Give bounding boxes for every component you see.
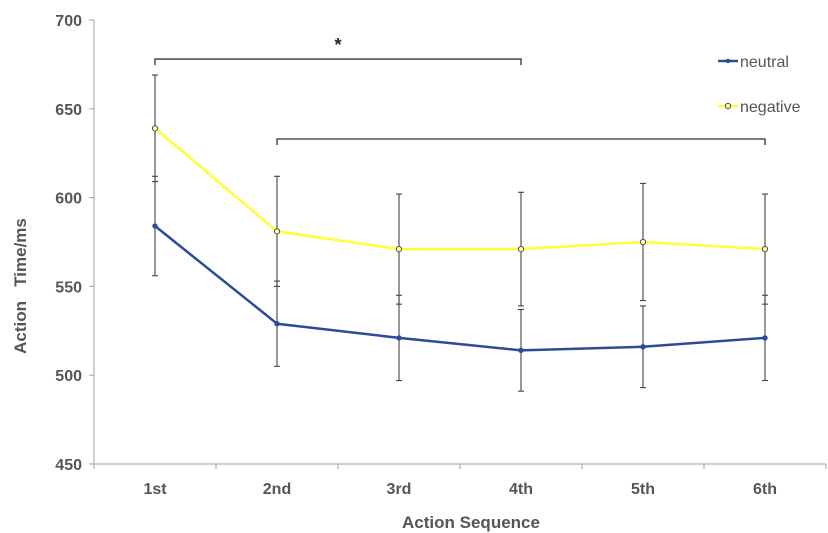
- x-tick-label: 3rd: [387, 481, 412, 498]
- series-negative: [151, 74, 769, 307]
- series-line-negative: [154, 127, 766, 251]
- x-tick-label: 5th: [631, 481, 655, 498]
- significance-bracket: [154, 58, 522, 66]
- data-point-negative: [151, 125, 159, 132]
- series-group: [151, 74, 769, 392]
- data-point-neutral: [762, 335, 768, 341]
- x-tick-label: 2nd: [263, 481, 291, 498]
- legend-label-neutral: neutral: [740, 54, 789, 71]
- data-point-neutral: [152, 223, 158, 229]
- data-point-negative: [517, 246, 525, 253]
- data-point-neutral: [518, 347, 524, 354]
- x-tick-label: 1st: [143, 481, 167, 498]
- legend-marker-negative: [724, 102, 732, 110]
- x-tick-label: 4th: [509, 481, 533, 498]
- data-point-negative: [273, 228, 281, 235]
- significance-bracket: [276, 138, 766, 145]
- x-tick-label: 6th: [753, 481, 777, 498]
- significance-brackets: *: [154, 35, 766, 145]
- data-point-neutral: [396, 335, 402, 341]
- x-tick-labels: 1st 2nd 3rd 4th 5th 6th: [143, 481, 777, 498]
- data-point-negative: [761, 246, 769, 253]
- significance-star: *: [334, 35, 341, 55]
- y-tick-label: 450: [55, 457, 82, 474]
- y-axis-title: Action Time/ms: [11, 218, 30, 354]
- series-line-neutral: [154, 225, 766, 352]
- legend: neutral negative: [718, 54, 801, 116]
- legend-marker-neutral: [725, 58, 731, 64]
- axes: [89, 19, 827, 469]
- y-tick-label: 650: [55, 102, 82, 119]
- data-point-negative: [395, 246, 403, 253]
- y-tick-label: 500: [55, 368, 82, 385]
- y-tick-label: 600: [55, 191, 82, 208]
- y-tick-labels: 450 500 550 600 650 700: [55, 13, 82, 474]
- y-tick-label: 700: [55, 13, 82, 30]
- legend-label-negative: negative: [740, 99, 801, 116]
- series-neutral: [152, 175, 768, 392]
- data-point-neutral: [640, 344, 646, 350]
- y-tick-label: 550: [55, 279, 82, 296]
- data-point-negative: [639, 238, 647, 246]
- x-axis-title: Action Sequence: [402, 513, 540, 532]
- data-point-neutral: [274, 320, 280, 327]
